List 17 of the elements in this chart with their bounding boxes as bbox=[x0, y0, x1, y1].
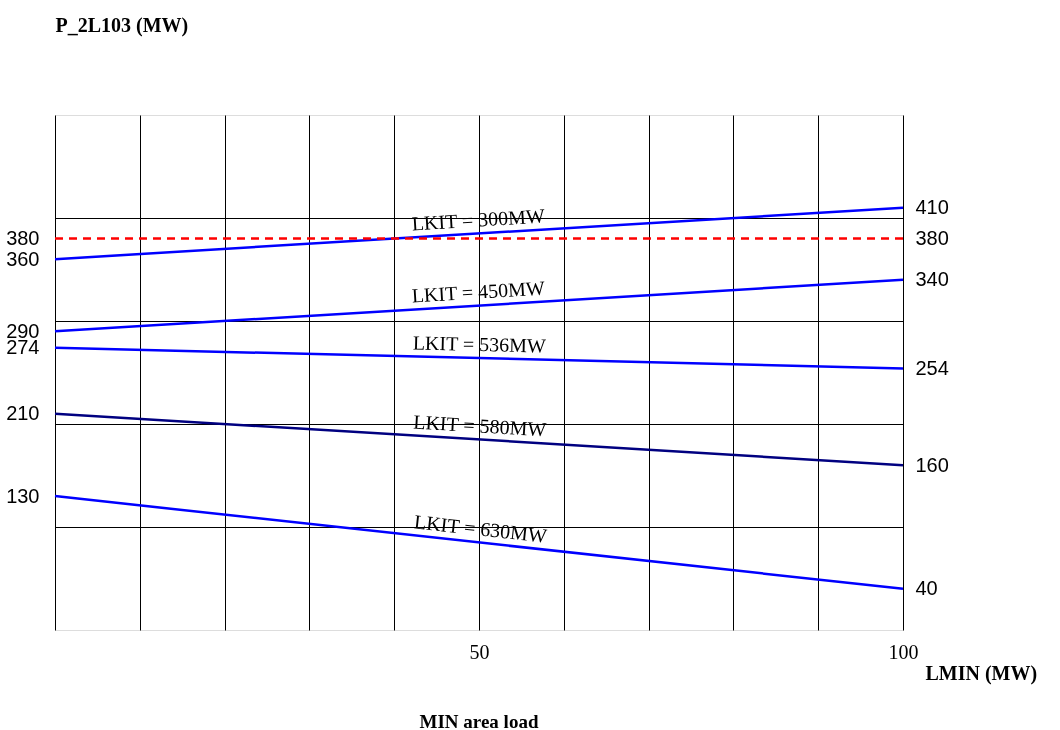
y-tick-label: 360 bbox=[6, 247, 40, 270]
series-label: LKIT = 536MW bbox=[412, 331, 547, 357]
x-tick-label: 50 bbox=[469, 640, 490, 663]
x-axis-title: LMIN (MW) bbox=[925, 661, 1038, 685]
y-tick-label: 210 bbox=[6, 402, 40, 425]
y-axis-title: P_2L103 (MW) bbox=[55, 13, 189, 37]
y2-tick-label: 410 bbox=[915, 196, 949, 219]
text: MIN area load bbox=[419, 711, 539, 730]
x-tick-label: 100 bbox=[888, 640, 919, 663]
y2-tick-label: 380 bbox=[915, 227, 949, 250]
y2-tick-label: 160 bbox=[915, 453, 949, 476]
y-tick-label: 130 bbox=[6, 484, 40, 507]
series-label: LKIT = 450MW bbox=[411, 276, 546, 307]
y2-tick-label: 40 bbox=[915, 577, 938, 600]
y2-tick-label: 254 bbox=[915, 356, 949, 379]
y-tick-label: 380 bbox=[6, 227, 40, 250]
y2-tick-label: 340 bbox=[915, 268, 949, 291]
